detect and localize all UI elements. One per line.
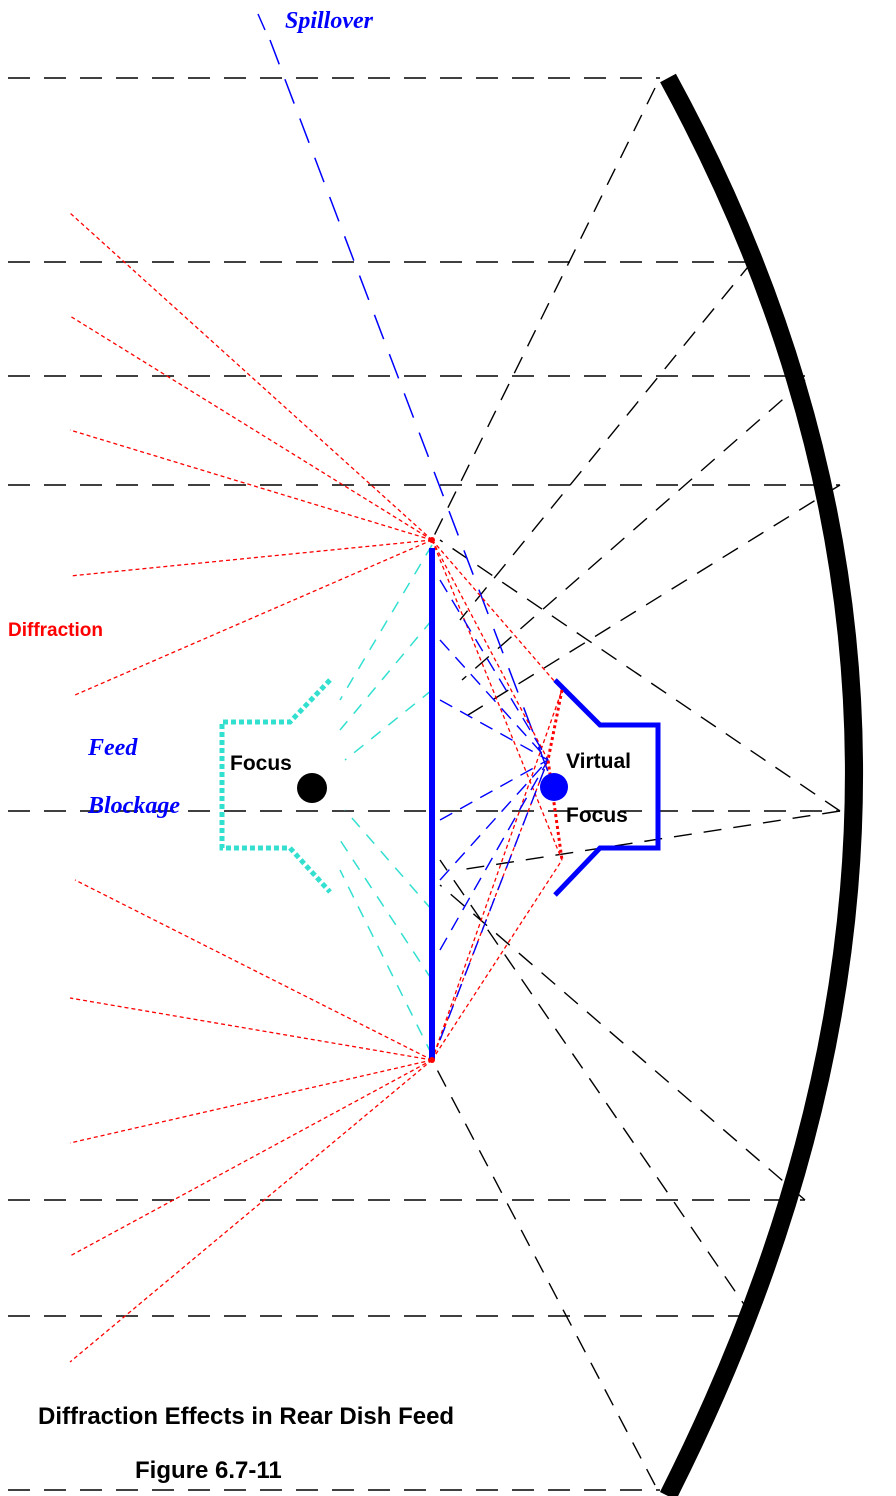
diffraction-rays-bottom xyxy=(69,689,563,1363)
diffraction-edge-bottom xyxy=(429,1057,435,1063)
figure-number: Figure 6.7-11 xyxy=(135,1457,282,1484)
virtual-focus-bracket xyxy=(553,678,661,897)
reflected-ray xyxy=(439,859,753,1317)
incoming-rays xyxy=(8,77,840,1491)
sub-ray xyxy=(439,759,549,951)
feed-label: Feed xyxy=(88,735,138,761)
virtual-edge xyxy=(546,689,564,861)
reflected-ray xyxy=(459,261,753,621)
diffraction-ray xyxy=(69,212,433,541)
focus-label: Focus xyxy=(230,752,292,775)
diffraction-ray xyxy=(69,539,433,577)
virtual-label: Virtual xyxy=(566,750,631,773)
subreflector-rays xyxy=(439,579,549,1041)
spillover-label: Spillover xyxy=(285,8,373,34)
diffraction-ray xyxy=(431,539,563,861)
diffraction-ray xyxy=(69,429,433,541)
sub-ray xyxy=(439,699,549,761)
diffraction-ray xyxy=(431,689,563,1061)
diffraction-ray xyxy=(431,859,563,1061)
virtual-focus-label: Focus xyxy=(566,804,628,827)
caption-title: Diffraction Effects in Rear Dish Feed xyxy=(38,1403,455,1430)
diffraction-ray xyxy=(69,1059,433,1257)
feed-ray xyxy=(339,869,433,1056)
diffraction-ray xyxy=(431,759,549,1061)
sub-ray xyxy=(439,579,549,761)
spillover-tick xyxy=(257,13,266,31)
diffraction-ray xyxy=(69,315,433,541)
sub-ray xyxy=(439,759,549,881)
diffraction-ray xyxy=(69,1059,433,1144)
sub-ray xyxy=(439,759,549,1041)
diffraction-ray xyxy=(74,879,433,1061)
diffraction-ray xyxy=(69,997,433,1061)
feed-ray xyxy=(339,619,433,731)
reflected-ray xyxy=(439,539,841,812)
spillover-line xyxy=(269,39,556,791)
reflected-rays xyxy=(431,87,841,1486)
diffraction-label: Diffraction xyxy=(8,620,103,641)
virtual-focus-point xyxy=(540,773,568,801)
blockage-label: Blockage xyxy=(88,793,180,819)
feed-ray xyxy=(339,839,433,981)
feed-rays xyxy=(339,544,433,1056)
diffraction-ray xyxy=(431,539,563,691)
diffraction-edge-top xyxy=(429,537,435,543)
focus-point xyxy=(297,773,327,803)
feed-ray xyxy=(339,544,433,701)
reflected-ray xyxy=(439,884,806,1201)
feed-horn-outline xyxy=(219,678,332,894)
dish-reflector xyxy=(659,73,863,1496)
feed-ray xyxy=(344,689,433,761)
reflected-ray xyxy=(459,484,841,721)
reflected-ray xyxy=(459,810,841,871)
reflected-ray xyxy=(461,379,806,681)
reflected-ray xyxy=(431,87,656,541)
diffraction-rays-top xyxy=(69,212,563,861)
diffraction-ray xyxy=(69,1059,433,1363)
sub-ray xyxy=(439,639,549,761)
feed-ray xyxy=(344,809,433,911)
diffraction-ray xyxy=(74,539,433,696)
sub-ray xyxy=(439,759,549,821)
reflected-ray xyxy=(431,1059,656,1486)
